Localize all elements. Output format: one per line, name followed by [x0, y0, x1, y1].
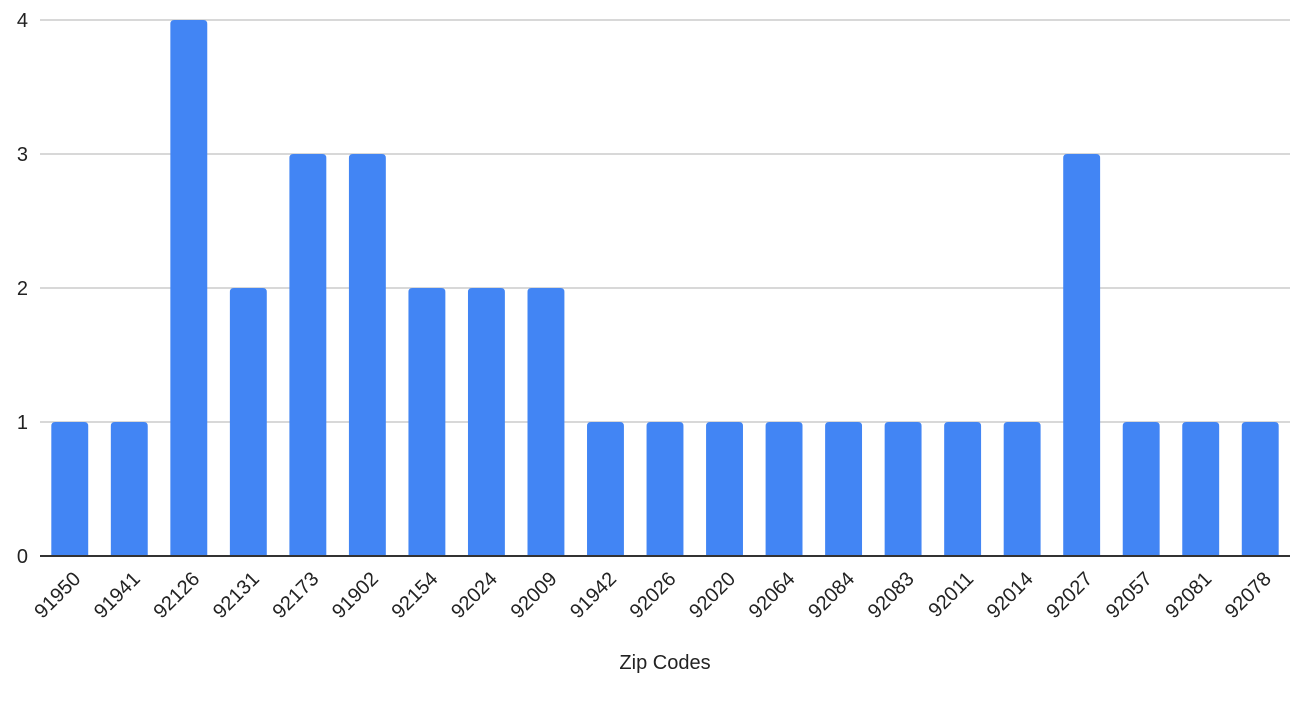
y-axis-tick-labels: 0 1 2 3 4	[17, 10, 28, 568]
bars	[51, 20, 1279, 556]
x-tick-label: 92026	[626, 568, 681, 623]
x-tick-label: 92057	[1102, 568, 1157, 623]
y-tick-label: 3	[17, 144, 28, 166]
y-tick-label: 2	[17, 278, 28, 300]
bar-92026	[646, 422, 684, 556]
bar-92011	[944, 422, 982, 556]
bar-91950	[51, 422, 89, 556]
y-tick-label: 1	[17, 412, 28, 434]
y-tick-label: 0	[17, 546, 28, 568]
bar-92154	[408, 288, 446, 556]
x-tick-label: 92131	[209, 568, 264, 623]
x-tick-label: 92078	[1221, 568, 1276, 623]
x-tick-label: 92020	[685, 568, 740, 623]
x-tick-label: 92011	[924, 568, 978, 622]
bar-92014	[1003, 422, 1041, 556]
x-tick-label: 92126	[149, 568, 204, 623]
x-tick-label: 92084	[804, 568, 859, 623]
x-tick-label: 92173	[269, 568, 324, 623]
bar-92173	[289, 154, 327, 556]
bar-92024	[467, 288, 505, 556]
x-tick-label: 91902	[328, 568, 383, 623]
x-tick-label: 92014	[983, 568, 1038, 623]
x-tick-label: 91942	[566, 568, 621, 623]
bar-91942	[587, 422, 624, 556]
x-tick-label: 92024	[447, 568, 502, 623]
gridlines	[40, 19, 1290, 423]
x-tick-label: 91950	[30, 568, 85, 623]
x-axis-tick-labels: 91950 91941 92126 92131 92173 91902 92154 92024…	[30, 568, 1275, 623]
bar-92084	[825, 422, 863, 556]
x-tick-label: 91941	[90, 568, 145, 623]
x-tick-label: 92009	[507, 568, 562, 623]
bar-92057	[1122, 422, 1160, 556]
x-tick-label: 92081	[1161, 568, 1216, 623]
bar-92081	[1182, 422, 1220, 556]
bar-91941	[110, 422, 148, 556]
x-tick-label: 92027	[1042, 568, 1097, 623]
bar-92020	[706, 422, 743, 556]
bar-92027	[1063, 154, 1101, 556]
x-tick-label: 92154	[388, 568, 443, 623]
bar-92083	[884, 422, 922, 556]
x-tick-label: 92064	[745, 568, 800, 623]
bar-92126	[170, 20, 208, 556]
y-tick-label: 4	[17, 10, 28, 32]
bar-92064	[765, 422, 803, 556]
bar-92078	[1241, 422, 1279, 556]
bar-92131	[229, 288, 267, 556]
x-axis-title: Zip Codes	[619, 652, 710, 674]
x-tick-label: 92083	[864, 568, 919, 623]
bar-91902	[348, 154, 386, 556]
bar-92009	[527, 288, 565, 556]
